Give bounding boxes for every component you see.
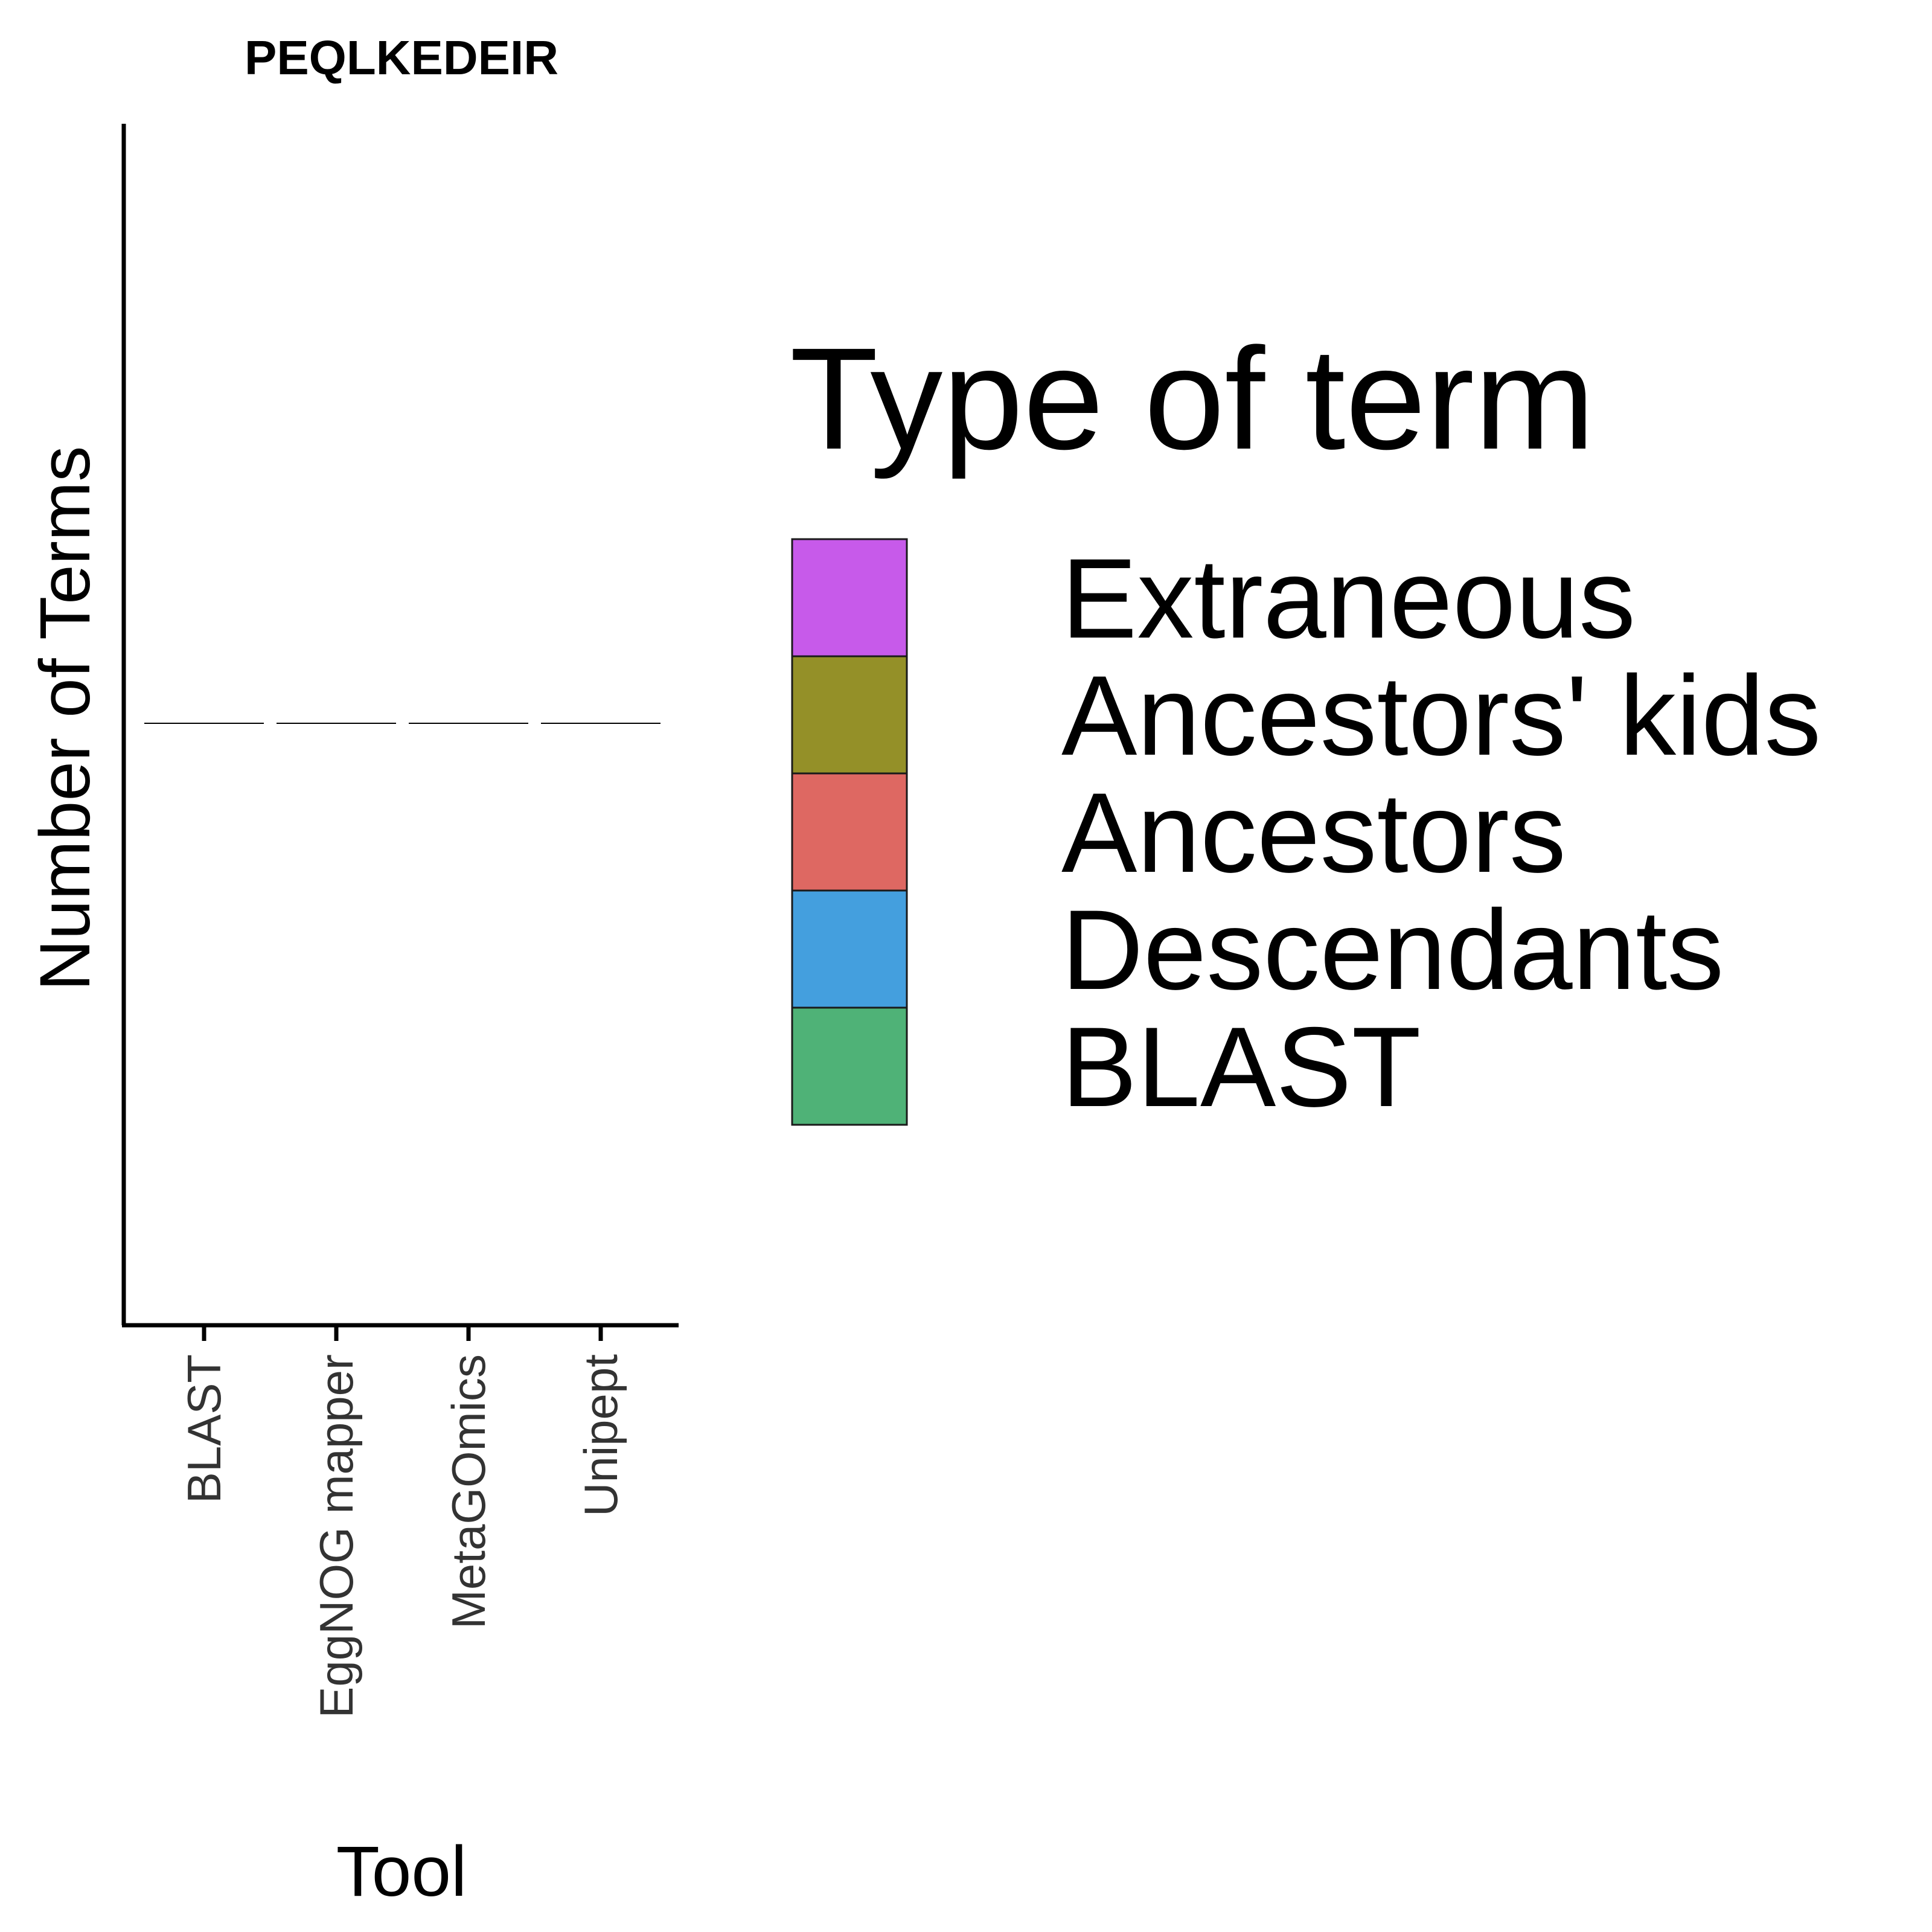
plot-area: BLAST EggNOG mapper MetaGOmics Unipept (121, 124, 679, 1718)
legend-label: Descendants (1061, 886, 1724, 1013)
chart-title: PEQLKEDEIR (245, 31, 558, 85)
legend-label: BLAST (1061, 1003, 1421, 1130)
x-axis-title: Tool (336, 1832, 467, 1911)
x-ticks-group: BLAST EggNOG mapper MetaGOmics Unipept (178, 1325, 627, 1718)
legend-key-extraneous (791, 538, 908, 657)
legend-key-ancestors-kids (791, 655, 908, 775)
x-tick-label: MetaGOmics (442, 1354, 495, 1629)
legend-label: Ancestors' kids (1061, 652, 1821, 779)
legend-key-blast (791, 1006, 908, 1126)
y-axis-title: Number of Terms (25, 446, 105, 991)
legend-key-descendants (791, 889, 908, 1009)
legend-label: Extraneous (1061, 535, 1636, 662)
x-tick-label: BLAST (178, 1354, 231, 1503)
x-tick-label: Unipept (574, 1354, 627, 1517)
legend-key-ancestors (791, 772, 908, 892)
legend-title: Type of term (790, 318, 1595, 479)
legend-label: Ancestors (1061, 769, 1566, 896)
x-tick-label: EggNOG mapper (310, 1354, 363, 1718)
